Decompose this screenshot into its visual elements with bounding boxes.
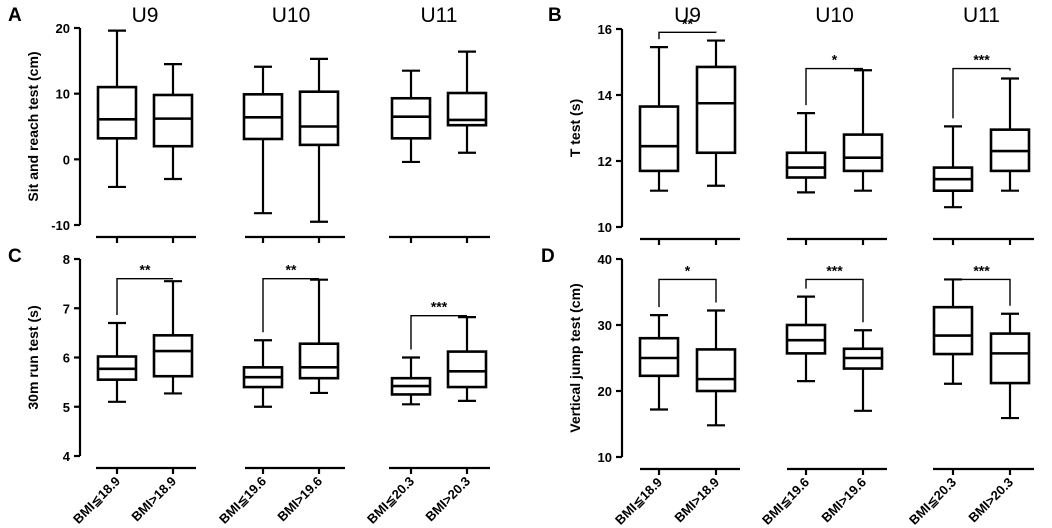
panel-b-ytick-label-12: 12 [598,154,612,169]
panel-d-ytick-label-30: 30 [598,318,612,333]
panel-d-box-2-iqr [695,348,737,393]
panel-b-group-title-1: U9 [674,4,701,27]
panel-a-ytick-label-0: 0 [63,152,70,167]
panel-d-sig-3-label: *** [973,262,990,278]
panel-a-group-title-3: U11 [421,4,458,27]
panel-a-box-1-iqr [96,85,138,140]
panel-a-ytick-label-10: 10 [56,87,70,102]
panel-c: C 30m run test (s) 4 5 6 7 8 BMI≦18.9 BMI>18.9 BM… [8,246,490,527]
panel-d-letter: D [541,246,555,267]
panel-a-ytick-label-20: 20 [56,21,70,36]
panel-d-xtick-label-2: BMI>18.9 [671,475,722,526]
panel-a-box-5-iqr [390,96,432,140]
panel-d-sig-2-label: *** [826,262,843,278]
panel-d-sig-3-bracket [953,278,1011,306]
panel-d-xtick-label-4: BMI>19.6 [818,475,869,526]
panel-b-ytick-label-14: 14 [598,88,613,103]
panel-c-sig-2-bracket [262,278,319,333]
panel-b-ylabel: T test (s) [567,99,583,157]
panel-c-xtick-label-1: BMI≦18.9 [70,474,123,527]
panel-d-sig-2-bracket [805,278,864,323]
panel-d-xtick-label-3: BMI≦19.6 [759,475,812,528]
panel-b-group-title-2: U10 [815,4,854,27]
panel-c-xtick-label-3: BMI≦19.6 [216,474,269,527]
panel-b-ytick-label-10: 10 [598,220,612,235]
panel-c-sig-2-label: ** [286,262,297,278]
panel-d-ytick-label-20: 20 [598,384,612,399]
panel-d-xtick-label-1: BMI≦18.9 [612,475,665,528]
panel-b-sig-1-label: ** [682,15,693,31]
panel-c-ytick-label-4: 4 [63,449,71,464]
panel-d-box-6-iqr [989,332,1031,385]
panel-a: A U9 U10 U11 Sit and reach test (cm) -10 0 10 20 [8,4,490,243]
panel-c-sig-3-bracket [410,314,467,350]
panel-c-sig-1-bracket [116,278,173,316]
panel-d-xtick-label-5: BMI≦20.3 [906,475,959,528]
panel-b-sig-1-bracket [658,31,717,40]
panel-b-box-2-iqr [695,65,737,155]
panel-a-box-4-iqr [298,90,340,147]
panel-a-box-2-iqr [152,93,194,148]
panel-c-xtick-label-5: BMI≦20.3 [364,474,417,527]
panel-c-ylabel: 30m run test (s) [25,305,41,409]
panel-b-sig-2-bracket [805,67,863,106]
panel-a-group-title-2: U10 [272,4,311,27]
panel-d-sig-1-label: * [685,262,691,278]
panel-c-sig-1-label: ** [140,262,151,278]
panel-d: D Vertical jump test (cm) 10 20 30 40 BMI≦18.9… [541,246,1034,528]
panel-b-box-3-iqr [785,151,827,179]
panel-a-ytick-label--10: -10 [51,218,70,233]
panel-c-box-2-iqr [152,334,194,378]
panel-b-box-4-iqr [842,133,884,173]
panel-d-ylabel: Vertical jump test (cm) [567,283,583,432]
panel-d-ytick-label-10: 10 [598,450,612,465]
panel-c-xtick-label-6: BMI>20.3 [422,474,473,525]
panel-c-sig-3-label: *** [431,299,448,315]
panel-a-group-title-1: U9 [132,4,159,27]
panel-c-ytick-label-8: 8 [63,252,70,267]
panel-d-box-5-iqr [932,305,974,356]
panel-b-sig-3-bracket [952,67,1011,119]
panel-b-box-1-iqr [638,105,680,173]
panel-a-ylabel: Sit and reach test (cm) [25,51,41,201]
panel-c-ytick-label-7: 7 [63,301,70,316]
panel-c-ytick-label-6: 6 [63,351,70,366]
panel-c-box-4-iqr [298,342,340,380]
panel-b-letter: B [548,5,562,26]
panel-c-ytick-label-5: 5 [63,400,70,415]
panel-a-letter: A [8,5,22,26]
panel-b-sig-2-label: * [832,52,838,68]
panel-c-xtick-label-2: BMI>18.9 [128,474,179,525]
panel-c-xtick-label-4: BMI>19.6 [274,474,325,525]
panel-d-ytick-label-40: 40 [598,252,612,267]
panel-d-xtick-label-6: BMI>20.3 [965,475,1016,526]
panel-b-group-title-3: U11 [963,4,1000,27]
panel-c-letter: C [8,246,22,267]
panel-c-box-6-iqr [446,350,488,389]
panel-b-sig-3-label: *** [973,52,990,68]
panel-d-sig-1-bracket [658,278,717,308]
panel-b-ytick-label-16: 16 [598,22,612,37]
